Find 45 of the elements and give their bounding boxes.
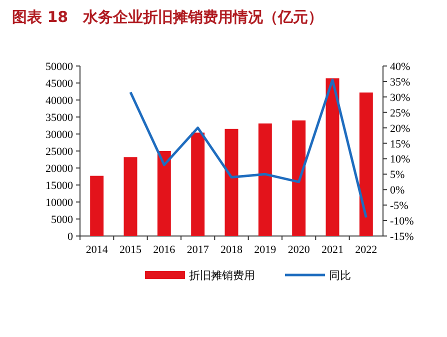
y-tick-label: 15000 [46,180,74,192]
x-tick-label: 2014 [86,244,108,256]
legend-label: 同比 [329,269,351,282]
y-tick-label: 30000 [46,129,74,141]
y-tick-label: 0 [68,231,74,243]
bar [258,123,272,236]
y2-tick-label: -10% [390,216,414,228]
y2-tick-label: 15% [390,138,410,150]
bar [224,128,238,236]
y-tick-label: 40000 [46,95,74,107]
y-tick-label: 20000 [46,163,74,175]
y-tick-label: 45000 [46,78,74,90]
y-tick-label: 35000 [46,112,74,124]
y2-tick-label: 5% [390,169,405,182]
x-tick-label: 2015 [120,244,142,256]
y-tick-label: 5000 [51,214,74,226]
x-tick-label: 2022 [355,244,378,256]
y2-tick-label: 30% [390,92,410,104]
x-tick-label: 2018 [220,244,243,256]
x-tick-label: 2017 [186,244,210,256]
bar [292,120,306,236]
y2-tick-label: 0% [390,184,405,197]
x-tick-label: 2020 [288,244,310,256]
y2-tick-label: 35% [390,76,410,88]
bar [359,92,373,236]
y-tick-label: 25000 [46,146,74,158]
x-tick-label: 2016 [153,244,176,256]
y2-tick-label: -5% [390,200,408,212]
bar [157,151,171,236]
bar [124,157,138,236]
line-series [129,78,368,219]
x-tick-label: 2021 [322,244,344,256]
y2-tick-label: 10% [390,154,410,166]
bar [191,132,205,236]
legend-label: 折旧摊销费用 [189,269,255,282]
y-tick-label: 10000 [46,197,74,209]
bar [326,78,340,236]
y2-tick-label: 20% [390,122,410,135]
bar [90,176,104,236]
chart-title: 图表 18 水务企业折旧摊销费用情况（亿元） [12,8,324,26]
x-tick-label: 2019 [254,244,277,256]
y2-tick-label: 40% [390,61,410,73]
y2-tick-label: 25% [390,107,410,120]
y2-tick-label: -15% [390,231,414,243]
y-tick-label: 50000 [46,61,74,73]
